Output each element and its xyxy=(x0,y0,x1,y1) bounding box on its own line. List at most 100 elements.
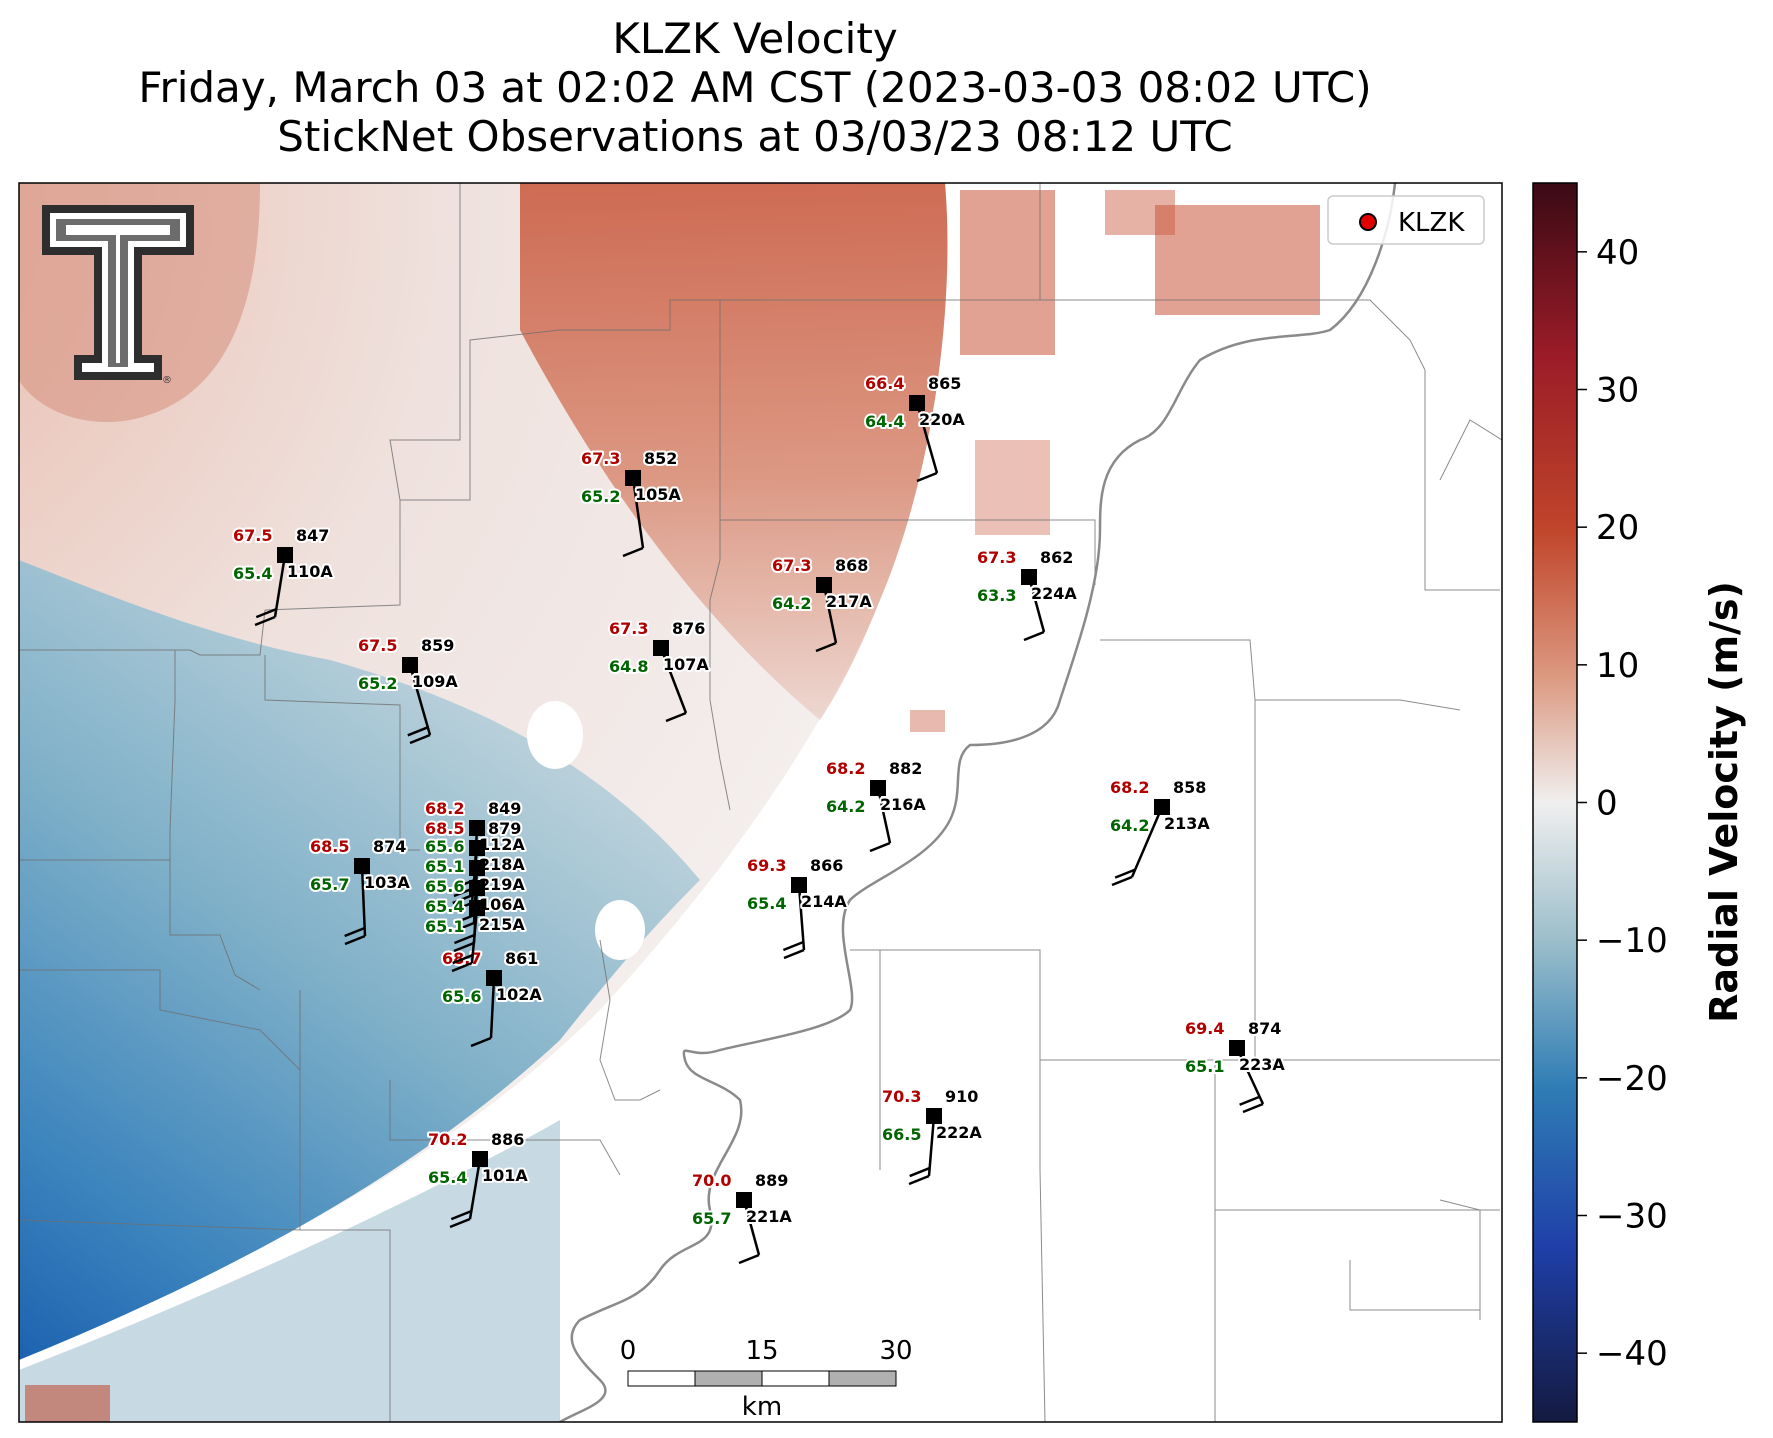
station-105A: 67.3 852 65.2 105A xyxy=(579,447,683,558)
station-pressure: 874 xyxy=(373,837,406,856)
wind-barb-flag xyxy=(916,471,938,483)
station-dewpoint: 64.4 xyxy=(865,412,904,431)
wind-barb-flag xyxy=(453,933,475,945)
station-marker xyxy=(469,880,485,896)
wind-barb-shaft xyxy=(489,977,496,1039)
wind-barb-shaft xyxy=(408,664,432,736)
station-marker xyxy=(469,840,485,856)
station-temperature: 70.0 xyxy=(692,1171,731,1190)
station-temperature: 68.5 xyxy=(425,819,464,838)
station-214A: 69.3 866 65.4 214A xyxy=(745,854,849,960)
station-id: 102A xyxy=(496,985,542,1004)
plot-title: KLZK Velocity Friday, March 03 at 02:02 … xyxy=(0,14,1510,161)
station-id: 224A xyxy=(1031,584,1077,603)
stations-layer: 66.4 865 64.4 220A 67.3 852 65.2 105A 67.5 847 65.… xyxy=(231,372,1287,1265)
station-marker xyxy=(1154,799,1170,815)
station-dewpoint: 65.1 xyxy=(425,857,464,876)
station-dewpoint: 65.4 xyxy=(425,897,464,916)
station-marker xyxy=(469,820,485,836)
wind-barb-flag xyxy=(254,615,276,627)
title-line-3: StickNet Observations at 03/03/23 08:12 … xyxy=(277,112,1233,161)
station-dewpoint: 65.4 xyxy=(233,564,272,583)
station-temperature: 68.2 xyxy=(425,799,464,818)
colorbar-tick-label: 0 xyxy=(1596,784,1618,824)
station-id: 219A xyxy=(479,875,525,894)
station-213A: 68.2 858 64.2 213A xyxy=(1108,776,1212,887)
station-110A: 67.5 847 65.4 110A xyxy=(231,524,335,627)
station-id: 218A xyxy=(479,855,525,874)
river xyxy=(559,183,1397,1422)
station-temperature: 69.3 xyxy=(747,856,786,875)
station-pressure: 847 xyxy=(296,526,329,545)
legend-marker xyxy=(1359,213,1377,231)
station-temperature: 68.2 xyxy=(826,759,865,778)
station-marker xyxy=(469,900,485,916)
station-id: 215A xyxy=(479,915,525,934)
wind-barb-flag xyxy=(344,934,366,946)
scale-bar: 0 15 30 km xyxy=(620,1336,913,1422)
station-dewpoint: 65.4 xyxy=(747,894,786,913)
station-temperature: 66.4 xyxy=(865,374,904,393)
wind-barb-shaft xyxy=(468,1158,482,1220)
station-pressure: 886 xyxy=(491,1130,524,1149)
wind-barb-shaft xyxy=(876,787,892,844)
station-dewpoint: 64.8 xyxy=(609,657,648,676)
wind-barb-flag xyxy=(1114,868,1136,879)
station-112A: 68.2 849 65.6 112A xyxy=(423,797,527,898)
station-dewpoint: 63.3 xyxy=(977,586,1016,605)
colorbar-tick-label: 10 xyxy=(1596,646,1639,686)
station-marker xyxy=(469,860,485,876)
colorbar-tick-label: −30 xyxy=(1596,1197,1668,1237)
colorbar-label: Radial Velocity (m/s) xyxy=(1702,581,1746,1023)
station-marker xyxy=(625,470,641,486)
station-101A: 70.2 886 65.4 101A xyxy=(426,1128,530,1229)
station-id: 220A xyxy=(919,410,965,429)
station-marker xyxy=(926,1108,942,1124)
station-218A: 68.5 879 65.1 218A xyxy=(423,817,527,913)
station-marker xyxy=(486,970,502,986)
wind-barb-flag xyxy=(451,961,473,973)
texas-tech-double-t-logo: ® xyxy=(42,205,194,386)
wind-barb-shaft xyxy=(360,865,367,937)
station-marker xyxy=(402,657,418,673)
station-marker xyxy=(354,858,370,874)
station-temperature: 67.3 xyxy=(772,556,811,575)
wind-barb-shaft xyxy=(1130,806,1164,878)
colorbar-tick-label: 30 xyxy=(1596,371,1639,411)
station-id: 110A xyxy=(287,562,333,581)
wind-barb-flag xyxy=(783,948,805,960)
wind-barb-flag xyxy=(449,1217,471,1229)
station-109A: 67.5 859 65.2 109A xyxy=(356,634,460,745)
station-dewpoint: 65.6 xyxy=(425,837,464,856)
station-107A: 67.3 876 64.8 107A xyxy=(607,617,711,723)
wind-barb-flag xyxy=(1111,875,1133,887)
station-temperature: 67.3 xyxy=(977,548,1016,567)
station-marker xyxy=(1229,1040,1245,1056)
radar-velocity-field xyxy=(19,183,1502,1422)
wind-barb-shaft xyxy=(470,907,479,964)
wind-barb-flag xyxy=(470,1036,492,1048)
station-id: 105A xyxy=(635,485,681,504)
station-103A: 68.5 874 65.7 103A xyxy=(308,835,412,946)
station-marker xyxy=(653,640,669,656)
wind-barb-flag xyxy=(255,607,277,619)
station-dewpoint: 65.7 xyxy=(310,875,349,894)
station-id: 101A xyxy=(482,1166,528,1185)
wind-barb-flag xyxy=(452,893,474,905)
station-id: 216A xyxy=(880,795,926,814)
wind-barb-flag xyxy=(453,941,475,953)
station-id: 112A xyxy=(479,835,525,854)
station-220A: 66.4 865 64.4 220A xyxy=(863,372,967,483)
station-marker xyxy=(909,395,925,411)
station-pressure: 874 xyxy=(1248,1019,1281,1038)
station-223A: 69.4 874 65.1 223A xyxy=(1183,1017,1287,1114)
wind-barb-flag xyxy=(1239,1095,1261,1106)
wind-barb-flag xyxy=(450,1209,472,1221)
wind-barb-shaft xyxy=(822,584,838,644)
station-temperature: 67.3 xyxy=(609,619,648,638)
station-id: 213A xyxy=(1164,814,1210,833)
wind-barb-shaft xyxy=(273,554,287,618)
station-dewpoint: 65.2 xyxy=(581,487,620,506)
station-pressure: 865 xyxy=(928,374,961,393)
station-id: 214A xyxy=(801,892,847,911)
